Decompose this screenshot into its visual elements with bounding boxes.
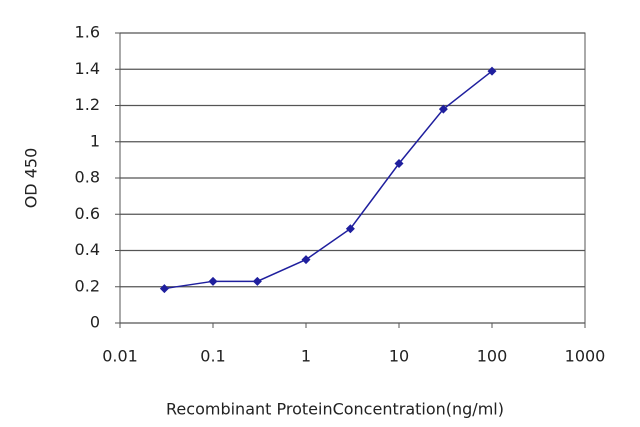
y-tick-label: 0 <box>90 313 100 332</box>
series-line <box>164 70 493 290</box>
data-point <box>208 276 218 286</box>
x-tick-label: 100 <box>477 347 508 366</box>
data-point <box>438 104 448 114</box>
data-point <box>345 224 355 234</box>
data-point <box>252 276 262 286</box>
y-tick-label: 0.6 <box>75 204 100 223</box>
y-tick-label: 0.8 <box>75 168 100 187</box>
data-point <box>301 255 311 265</box>
y-tick-label: 1.2 <box>75 95 100 114</box>
x-tick-label: 10 <box>389 347 409 366</box>
x-tick-label: 1 <box>301 347 311 366</box>
x-tick-label: 0.01 <box>102 347 138 366</box>
data-point <box>487 66 497 76</box>
x-tick-label: 0.1 <box>200 347 225 366</box>
data-point <box>394 159 404 168</box>
y-axis-label: OD 450 <box>22 148 41 209</box>
y-tick-label: 1.6 <box>75 23 100 42</box>
y-tick-label: 1 <box>90 131 100 150</box>
x-tick-label: 1000 <box>565 347 606 366</box>
y-tick-label: 0.4 <box>75 240 100 259</box>
x-axis-label: Recombinant ProteinConcentration(ng/ml) <box>166 400 504 419</box>
y-tick-label: 0.2 <box>75 276 100 295</box>
y-tick-label: 1.4 <box>75 59 100 78</box>
data-point <box>159 284 169 294</box>
